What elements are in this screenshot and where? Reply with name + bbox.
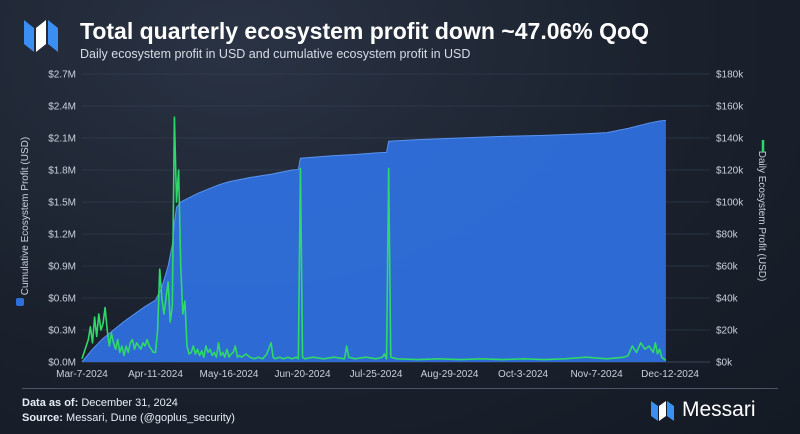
- left-tick-label: $2.4M: [48, 102, 76, 113]
- left-axis-title: Cumulative Ecosystem Profit (USD): [20, 137, 31, 295]
- source: Source: Messari, Dune (@goplus_security): [22, 412, 235, 424]
- left-tick-label: $0.3M: [48, 326, 76, 337]
- left-tick-label: $2.1M: [48, 134, 76, 145]
- axis-titles: Cumulative Ecosystem Profit (USD) Daily …: [16, 137, 767, 306]
- x-tick-label: Jul-25-2024: [350, 369, 403, 380]
- right-tick-label: $20k: [716, 326, 739, 337]
- brand-name: Messari: [682, 398, 756, 421]
- left-tick-label: $0.9M: [48, 262, 76, 273]
- x-tick-label: Oct-3-2024: [498, 369, 548, 380]
- right-axis-title: Daily Ecosystem Profit (USD): [756, 151, 767, 282]
- daily-profit-line: [81, 116, 667, 362]
- right-tick-label: $140k: [716, 134, 744, 145]
- page-title: Total quarterly ecosystem profit down ~4…: [80, 18, 649, 44]
- x-tick-label: Mar-7-2024: [56, 369, 108, 380]
- x-axis-ticks: Mar-7-2024 Apr-11-2024 May-16-2024 Jun-20-2…: [56, 369, 699, 380]
- left-tick-label: $1.8M: [48, 166, 76, 177]
- right-tick-label: $60k: [716, 262, 739, 273]
- messari-logo-icon: [24, 20, 58, 52]
- right-axis-ticks: $0k $20k $40k $60k $80k $100k $120k $140k $160k $…: [716, 70, 744, 369]
- data-as-of: Data as of: December 31, 2024: [22, 397, 178, 409]
- right-tick-label: $120k: [716, 166, 744, 177]
- left-tick-label: $0.0M: [48, 358, 76, 369]
- right-tick-label: $80k: [716, 230, 739, 241]
- x-tick-label: Dec-12-2024: [641, 369, 699, 380]
- right-tick-label: $0k: [716, 358, 733, 369]
- page-subtitle: Daily ecosystem profit in USD and cumula…: [80, 47, 471, 61]
- left-tick-label: $2.7M: [48, 70, 76, 81]
- right-tick-label: $180k: [716, 70, 744, 81]
- x-tick-label: Aug-29-2024: [421, 369, 479, 380]
- messari-brand-icon: [651, 401, 674, 421]
- x-tick-label: Apr-11-2024: [128, 369, 183, 380]
- x-tick-label: Jun-20-2024: [274, 369, 331, 380]
- right-tick-label: $40k: [716, 294, 739, 305]
- right-tick-label: $100k: [716, 198, 744, 209]
- cumulative-profit-line: [81, 119, 666, 363]
- left-axis-ticks: $0.0M $0.3M $0.6M $0.9M $1.2M $1.5M $1.8M $2.1M…: [48, 70, 76, 369]
- left-legend-swatch: [16, 298, 24, 306]
- footer-divider: [22, 388, 778, 389]
- cumulative-profit-area: [82, 120, 666, 363]
- right-tick-label: $160k: [716, 102, 744, 113]
- x-tick-label: Nov-7-2024: [570, 369, 623, 380]
- left-tick-label: $0.6M: [48, 294, 76, 305]
- x-tick-label: May-16-2024: [200, 369, 259, 380]
- left-tick-label: $1.2M: [48, 230, 76, 241]
- left-tick-label: $1.5M: [48, 198, 76, 209]
